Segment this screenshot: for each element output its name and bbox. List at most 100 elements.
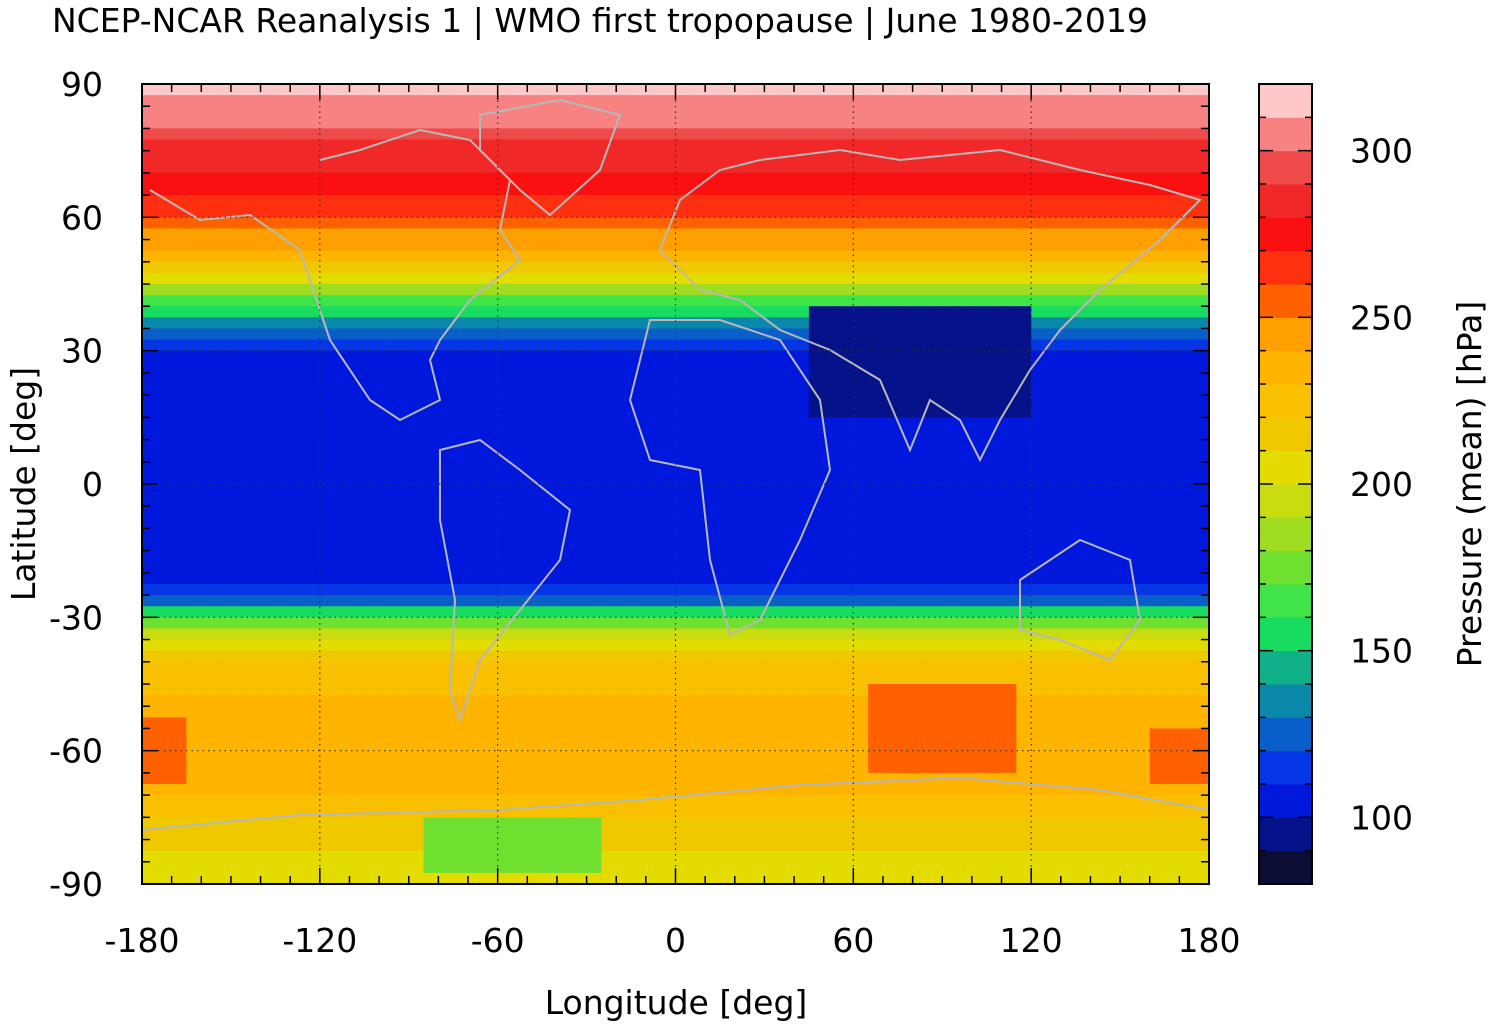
heatmap-cell-4619 [305,795,321,807]
heatmap-cell-3497 [749,617,766,630]
heatmap-cell-2527 [245,472,262,485]
heatmap-cell-1062 [942,239,958,252]
heatmap-cell-1011 [186,239,202,252]
heatmap-cell-3312 [142,595,158,607]
heatmap-cell-3957 [1164,684,1180,696]
heatmap-cell-4028 [1149,695,1166,707]
heatmap-cell-2961 [275,539,291,552]
heatmap-cell-1726 [1179,339,1195,352]
heatmap-cell-4378 [1001,750,1017,763]
heatmap-cell-1337 [749,284,766,296]
heatmap-cell-4668 [1031,795,1047,807]
heatmap-cell-4332 [319,750,336,763]
heatmap-cell-1013 [216,239,232,252]
heatmap-cell-2946 [1120,528,1136,541]
heatmap-cell-3235 [1134,572,1151,585]
heatmap-cell-4212 [675,728,691,741]
heatmap-cell-1804 [201,361,217,374]
heatmap-cell-2360 [971,439,988,452]
heatmap-cell-3170 [171,572,188,585]
heatmap-cell-234 [408,117,425,130]
heatmap-cell-406 [823,139,840,152]
heatmap-cell-4642 [645,795,662,807]
heatmap-cell-3864 [853,672,869,685]
heatmap-cell-77 [216,95,232,107]
heatmap-cell-1091 [305,250,321,263]
heatmap-cell-4791 [719,817,736,830]
heatmap-cell-2617 [512,484,528,496]
heatmap-cell-1971 [542,384,558,396]
heatmap-cell-1249 [512,272,528,285]
heatmap-cell-2380 [201,450,217,463]
heatmap-cell-4325 [216,750,232,763]
heatmap-cell-2496 [853,461,869,474]
heatmap-cell-564 [1031,161,1047,174]
heatmap-cell-2595 [186,484,202,496]
heatmap-cell-3691 [423,650,439,663]
heatmap-cell-2411 [660,450,677,463]
heatmap-cell-2976 [497,539,514,552]
heatmap-cell-1648 [1090,328,1106,341]
heatmap-cell-348 [1031,128,1047,141]
heatmap-cell-2385 [275,450,291,463]
heatmap-cell-212 [1149,106,1166,118]
heatmap-cell-3548 [438,628,454,641]
heatmap-cell-211 [1134,106,1151,118]
heatmap-cell-946 [290,228,306,241]
heatmap-cell-1868 [1149,361,1166,374]
heatmap-cell-3830 [349,672,365,685]
heatmap-cell-3556 [556,628,573,641]
heatmap-cell-1206 [942,261,958,274]
heatmap-cell-4450 [1001,761,1017,774]
heatmap-cell-3887 [1194,672,1209,685]
heatmap-cell-2074 [1001,395,1017,407]
heatmap-cell-688 [734,184,751,196]
heatmap-cell-4088 [971,706,988,718]
heatmap-cell-2408 [616,450,632,463]
heatmap-cell-873 [275,217,291,230]
heatmap-cell-4543 [245,784,262,796]
heatmap-cell-3732 [1031,650,1047,663]
heatmap-cell-476 [794,150,810,163]
heatmap-cell-3755 [305,661,321,674]
heatmap-cell-2953 [156,539,173,552]
heatmap-cell-2274 [764,428,780,441]
heatmap-cell-4790 [705,817,721,830]
heatmap-cell-3032 [260,550,276,563]
heatmap-cell-1535 [482,317,499,330]
heatmap-cell-144 [142,106,158,118]
heatmap-cell-4453 [1045,761,1062,774]
heatmap-cell-1643 [1016,328,1032,341]
heatmap-cell-3975 [364,695,380,707]
heatmap-cell-1277 [927,272,943,285]
heatmap-cell-1225 [156,272,173,285]
heatmap-cell-3783 [719,661,736,674]
heatmap-cell-4271 [482,739,499,752]
heatmap-cell-4814 [1060,817,1077,830]
heatmap-cell-2878 [1179,517,1195,530]
heatmap-cell-3607 [245,639,262,652]
heatmap-cell-2372 [1149,439,1166,452]
heatmap-cell-3797 [927,661,943,674]
heatmap-cell-190 [823,106,840,118]
heatmap-cell-998 [1060,228,1077,241]
heatmap-cell-587 [305,172,321,185]
heatmap-cell-4410 [408,761,425,774]
heatmap-cell-773 [927,195,943,207]
heatmap-cell-1258 [645,272,662,285]
heatmap-cell-1358 [1060,284,1077,296]
heatmap-cell-3997 [690,695,706,707]
heatmap-cell-4917 [453,839,469,852]
heatmap-cell-3039 [364,550,380,563]
heatmap-cell-4145 [749,717,766,730]
heatmap-cell-4767 [364,817,380,830]
heatmap-cell-2014 [1179,384,1195,396]
heatmap-cell-2728 [1090,495,1106,507]
heatmap-cell-1523 [305,317,321,330]
heatmap-cell-4303 [957,739,973,752]
heatmap-cell-1571 [1016,317,1032,330]
heatmap-cell-1171 [423,261,439,274]
heatmap-cell-3559 [601,628,617,641]
heatmap-cell-1532 [438,317,454,330]
heatmap-cell-1484 [794,306,810,318]
